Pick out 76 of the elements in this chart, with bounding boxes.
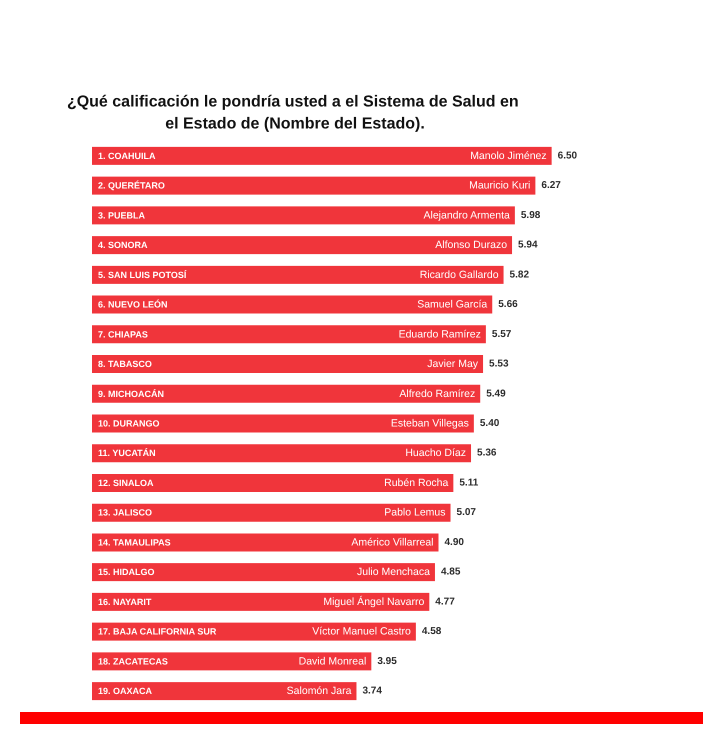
bar xyxy=(92,384,480,403)
annotation: Alfonso Durazo xyxy=(435,239,508,252)
bar xyxy=(92,592,430,611)
y-tick-label: 5. SAN LUIS POTOSÍ xyxy=(98,270,187,280)
bar xyxy=(92,414,474,432)
data-label: 5.53 xyxy=(489,358,509,370)
data-label: 5.82 xyxy=(510,269,530,280)
annotation: Miguel Ángel Navarro xyxy=(323,594,424,608)
annotation: David Monreal xyxy=(298,655,366,668)
data-label: 5.07 xyxy=(456,507,476,518)
annotation: Javier May xyxy=(427,358,479,370)
data-label: 5.11 xyxy=(459,477,479,488)
y-tick-label: 11. YUCATÁN xyxy=(98,448,156,458)
annotation: Manolo Jiménez xyxy=(470,150,547,162)
bar xyxy=(92,355,484,374)
data-label: 6.27 xyxy=(541,180,562,192)
data-label: 3.74 xyxy=(362,686,382,697)
annotation: Alfredo Ramírez xyxy=(399,388,476,400)
y-tick-label: 9. MICHOACÁN xyxy=(98,388,164,399)
y-tick-label: 12. SINALOA xyxy=(98,478,154,488)
y-tick-label: 7. CHIAPAS xyxy=(98,329,148,340)
y-tick-label: 15. HIDALGO xyxy=(98,567,155,578)
bar xyxy=(92,474,454,492)
annotation: Ricardo Gallardo xyxy=(420,268,499,281)
data-label: 5.36 xyxy=(477,448,497,459)
bar xyxy=(92,563,435,582)
y-tick-label: 14. TAMAULIPAS xyxy=(98,537,171,548)
bar xyxy=(92,206,515,224)
bar xyxy=(92,236,512,254)
data-label: 4.85 xyxy=(440,566,461,578)
annotation: Víctor Manuel Castro xyxy=(312,626,412,638)
y-tick-label: 18. ZACATECAS xyxy=(98,656,168,666)
y-tick-label: 16. NAYARIT xyxy=(98,596,152,607)
annotation: Américo Villarreal xyxy=(351,536,434,548)
annotation: Huacho Díaz xyxy=(405,447,466,460)
bar xyxy=(92,504,451,522)
data-label: 5.66 xyxy=(498,299,518,310)
y-tick-label: 1. COAHUILA xyxy=(98,150,156,161)
data-label: 5.57 xyxy=(492,328,512,340)
bar xyxy=(92,266,504,284)
y-tick-label: 4. SONORA xyxy=(98,240,148,250)
annotation: Rubén Rocha xyxy=(384,476,448,489)
data-label: 3.95 xyxy=(377,656,398,667)
y-tick-label: 19. OAXACA xyxy=(98,686,153,696)
data-label: 4.77 xyxy=(435,596,456,608)
bar xyxy=(92,652,372,670)
bar xyxy=(92,444,472,462)
annotation: Salomón Jara xyxy=(286,685,352,698)
data-label: 5.40 xyxy=(480,418,500,429)
bar xyxy=(92,176,536,195)
y-tick-label: 13. JALISCO xyxy=(98,508,152,518)
data-label: 4.58 xyxy=(422,626,442,638)
annotation: Pablo Lemus xyxy=(384,506,446,519)
annotation: Mauricio Kuri xyxy=(469,180,530,192)
annotation: Esteban Villegas xyxy=(390,418,469,430)
annotation: Eduardo Ramírez xyxy=(398,328,481,340)
annotation: Julio Menchaca xyxy=(356,566,430,578)
y-tick-label: 3. PUEBLA xyxy=(98,210,146,220)
data-label: 5.94 xyxy=(518,240,538,251)
data-label: 4.90 xyxy=(444,536,464,548)
y-tick-label: 8. TABASCO xyxy=(98,359,152,370)
data-label: 5.98 xyxy=(520,210,541,221)
y-tick-label: 10. DURANGO xyxy=(98,418,160,428)
bar xyxy=(92,682,356,700)
bar xyxy=(92,325,486,344)
y-tick-label: 2. QUERÉTARO xyxy=(98,180,165,191)
bar xyxy=(92,296,492,314)
data-label: 6.50 xyxy=(558,150,578,162)
data-label: 5.49 xyxy=(486,388,506,400)
annotation: Alejandro Armenta xyxy=(423,209,510,222)
y-tick-label: 6. NUEVO LEÓN xyxy=(98,300,168,310)
bar xyxy=(92,533,438,552)
annotation: Samuel García xyxy=(417,298,488,311)
bar xyxy=(92,146,552,165)
chart-title: ¿Qué calificación le pondría usted a el Sistema de Salud en el Estado de (Nombre del Estado). xyxy=(66,94,524,132)
y-tick-label: 17. BAJA CALIFORNIA SUR xyxy=(98,626,217,637)
